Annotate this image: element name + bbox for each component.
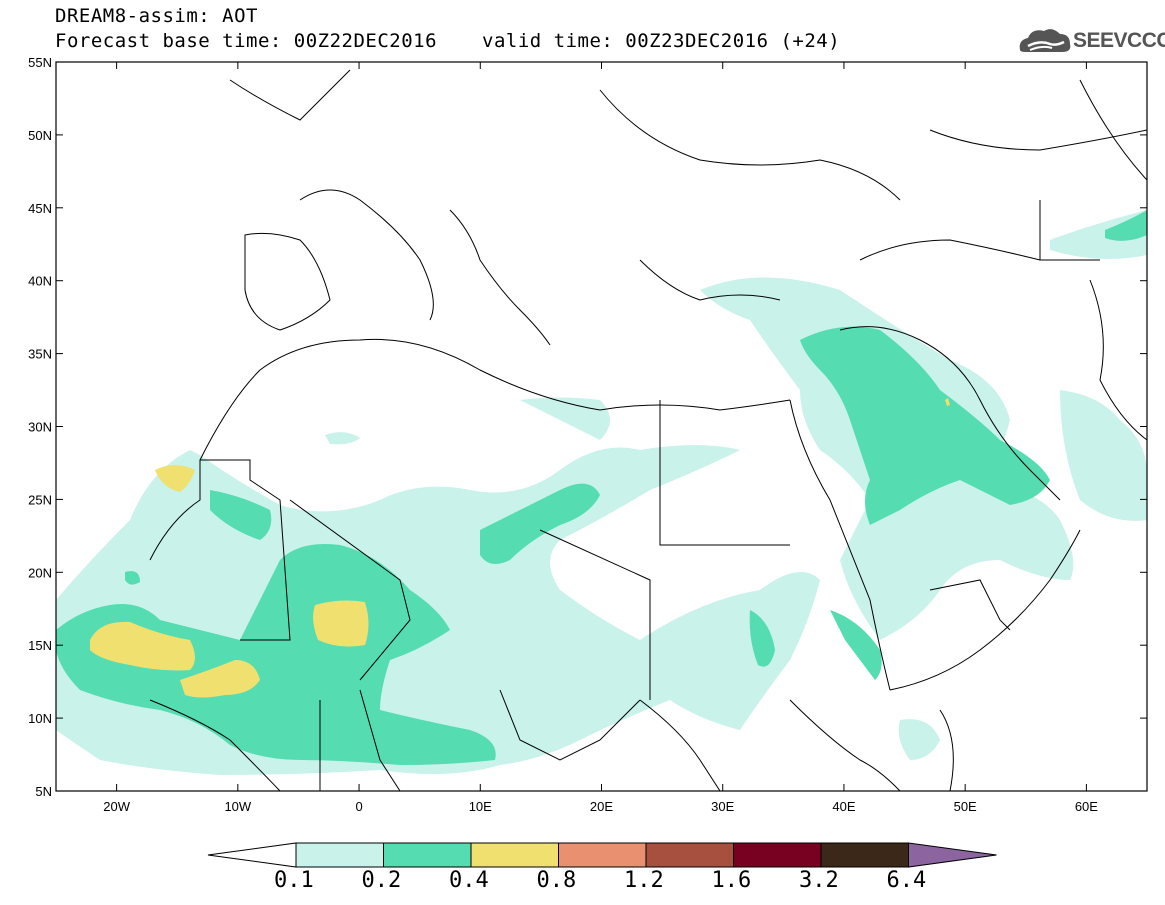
lon-label: 60E xyxy=(1075,799,1098,814)
colorbar-label: 3.2 xyxy=(799,868,839,893)
lon-label: 10E xyxy=(469,799,492,814)
colorbar-label: 1.2 xyxy=(624,868,664,893)
colorbar-swatch xyxy=(383,842,472,868)
lon-label: 20E xyxy=(590,799,613,814)
country-borders xyxy=(56,62,1147,791)
colorbar-arrow-high xyxy=(908,842,997,868)
lat-label: 50N xyxy=(28,128,52,143)
lat-label: 30N xyxy=(28,420,52,435)
aot-contours xyxy=(56,62,1147,791)
lat-label: 20N xyxy=(28,565,52,580)
colorbar-label: 0.4 xyxy=(449,868,489,893)
longitude-axis: 20W 10W 0 10E 20E 30E 40E 50E 60E xyxy=(103,62,1098,814)
colorbar-swatch xyxy=(645,842,734,868)
lat-label: 55N xyxy=(28,55,52,70)
lon-label: 20W xyxy=(103,799,130,814)
colorbar-arrow-low xyxy=(207,842,297,868)
colorbar-swatch xyxy=(820,842,909,868)
lon-label: 30E xyxy=(711,799,734,814)
lat-label: 35N xyxy=(28,347,52,362)
lon-label: 50E xyxy=(954,799,977,814)
colorbar-label: 1.6 xyxy=(711,868,752,893)
lat-label: 45N xyxy=(28,201,52,216)
latitude-axis: 55N 50N 45N 40N 35N 30N 25N 20N 15N 10N 5N xyxy=(28,55,1147,799)
lat-label: 5N xyxy=(35,784,52,799)
colorbar-swatch xyxy=(733,842,822,868)
aot-level-0.2 xyxy=(56,210,1147,765)
colorbar-label: 6.4 xyxy=(886,868,927,893)
colorbar-swatch xyxy=(470,842,559,868)
valid-time: valid time: 00Z23DEC2016 (+24) xyxy=(482,30,841,52)
colorbar-label: 0.1 xyxy=(274,868,314,893)
lon-label: 10W xyxy=(224,799,251,814)
lat-label: 40N xyxy=(28,274,52,289)
lat-label: 15N xyxy=(28,638,52,653)
chart-title: DREAM8-assim: AOT xyxy=(55,5,258,27)
colorbar-swatch xyxy=(295,842,384,868)
lat-label: 10N xyxy=(28,711,52,726)
colorbar xyxy=(207,842,997,868)
lon-label: 0 xyxy=(355,799,362,814)
seevccc-logo xyxy=(1019,29,1071,52)
colorbar-swatch xyxy=(558,842,647,868)
aot-level-0.4 xyxy=(90,398,950,698)
logo-text: SEEVCCC xyxy=(1073,29,1165,52)
forecast-base-time: Forecast base time: 00Z22DEC2016 xyxy=(55,30,438,52)
lat-label: 25N xyxy=(28,492,52,507)
colorbar-label: 0.2 xyxy=(361,868,402,893)
lon-label: 40E xyxy=(832,799,855,814)
colorbar-label: 0.8 xyxy=(536,868,577,893)
